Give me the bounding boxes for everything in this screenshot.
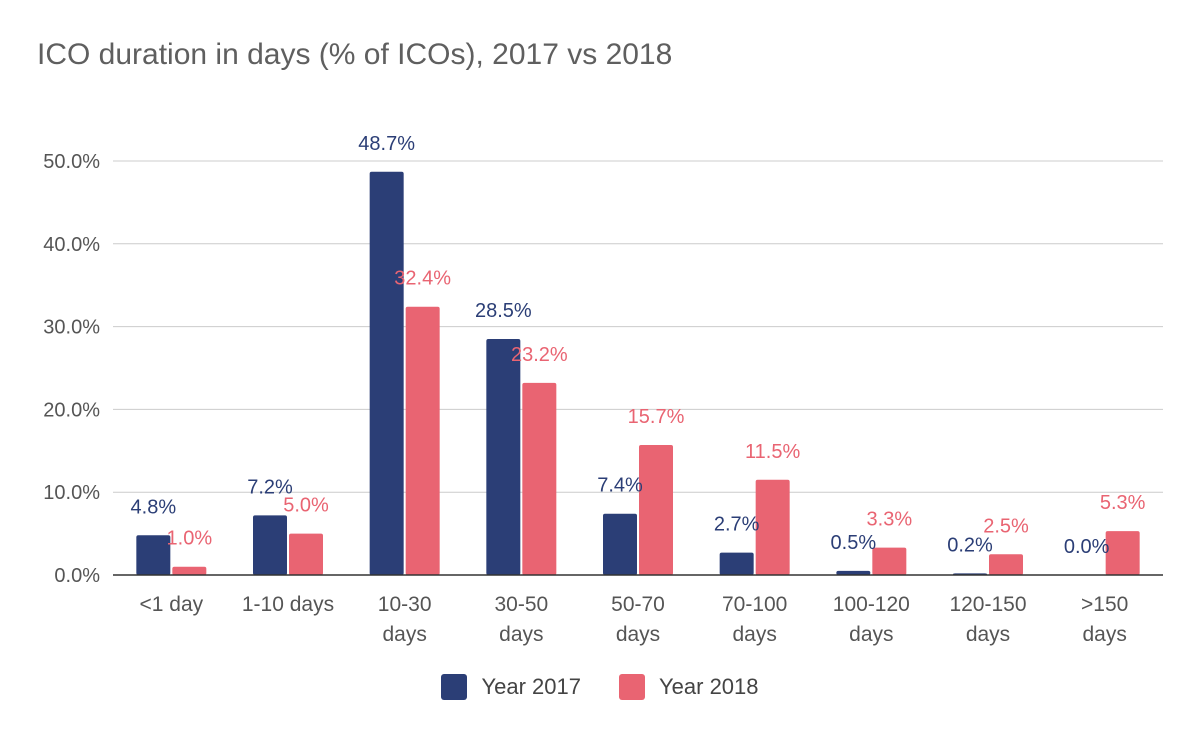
bar-year-2018 [405, 306, 440, 575]
data-label: 15.7% [628, 406, 685, 428]
y-tick-label: 40.0% [43, 234, 100, 256]
data-label: 2.5% [983, 515, 1029, 537]
bar-year-2017 [253, 515, 287, 575]
data-label: 23.2% [511, 344, 568, 366]
x-category-label: days [1082, 623, 1126, 646]
data-label: 4.8% [131, 496, 177, 518]
data-label: 7.4% [597, 475, 643, 497]
x-category-label: days [849, 623, 893, 646]
x-category-label: 1-10 days [242, 593, 334, 616]
legend-swatch-2018 [619, 674, 645, 700]
x-category-label: days [732, 623, 776, 646]
data-label: 5.0% [283, 495, 329, 517]
bar-year-2018 [522, 382, 557, 575]
bar-year-2017 [719, 552, 754, 575]
data-label: 5.3% [1100, 492, 1146, 514]
bar-year-2018 [872, 547, 907, 575]
bars [136, 171, 1140, 575]
x-category-label: 10-30 [378, 593, 432, 616]
data-labels: 4.8% 7.2% 48.7% 28.5% 7.4% 2.7% 0.5% 0.2% 0.0% 1.… [131, 133, 1146, 558]
bar-year-2017 [603, 513, 637, 575]
bar-year-2018 [1105, 531, 1140, 575]
x-category-label: <1 day [140, 593, 204, 616]
y-tick-label: 20.0% [43, 399, 100, 421]
x-category-label: days [382, 623, 426, 646]
data-label: 7.2% [247, 476, 293, 498]
legend-item-2017[interactable]: Year 2017 [441, 674, 581, 700]
x-axis-category-labels: <1 day 1-10 days 10-30 days 30-50 days 50-70 da… [140, 593, 1129, 646]
bar-year-2017 [136, 535, 171, 575]
y-tick-label: 50.0% [43, 151, 100, 173]
chart-title: ICO duration in days (% of ICOs), 2017 v… [37, 38, 673, 71]
y-tick-label: 30.0% [43, 317, 100, 339]
legend: Year 2017 Year 2018 [0, 674, 1200, 700]
data-label: 0.0% [1064, 536, 1110, 558]
legend-label-2017: Year 2017 [481, 674, 581, 699]
data-label: 32.4% [394, 268, 451, 290]
bar-year-2018 [989, 554, 1023, 575]
bar-year-2018 [755, 479, 790, 575]
legend-swatch-2017 [441, 674, 468, 700]
bar-year-2018 [289, 533, 323, 575]
data-label: 2.7% [714, 514, 760, 536]
y-tick-label: 10.0% [43, 482, 100, 504]
data-label: 0.5% [831, 532, 877, 554]
x-category-label: 50-70 [611, 593, 665, 616]
legend-label-2018: Year 2018 [659, 674, 759, 699]
legend-item-2018[interactable]: Year 2018 [619, 674, 759, 700]
data-label: 48.7% [358, 133, 415, 155]
bar-year-2018 [639, 445, 673, 575]
x-category-label: 120-150 [949, 593, 1026, 616]
bar-year-2017 [369, 171, 404, 575]
data-label: 28.5% [475, 300, 532, 322]
x-category-label: days [966, 623, 1010, 646]
bar-year-2017 [486, 339, 521, 575]
y-tick-label: 0.0% [54, 565, 100, 587]
data-label: 3.3% [867, 509, 913, 531]
data-label: 1.0% [167, 528, 213, 550]
bar-year-2018 [172, 566, 207, 575]
y-axis-tick-labels: 0.0% 10.0% 20.0% 30.0% 40.0% 50.0% [43, 151, 100, 587]
x-category-label: >150 [1081, 593, 1128, 616]
x-category-label: days [616, 623, 660, 646]
data-label: 11.5% [745, 441, 800, 463]
data-label: 0.2% [947, 534, 993, 556]
gridlines [113, 160, 1163, 493]
x-category-label: 30-50 [494, 593, 548, 616]
x-category-label: 70-100 [722, 593, 787, 616]
bar-year-2017 [836, 570, 871, 575]
x-category-label: days [499, 623, 543, 646]
x-category-label: 100-120 [833, 593, 910, 616]
